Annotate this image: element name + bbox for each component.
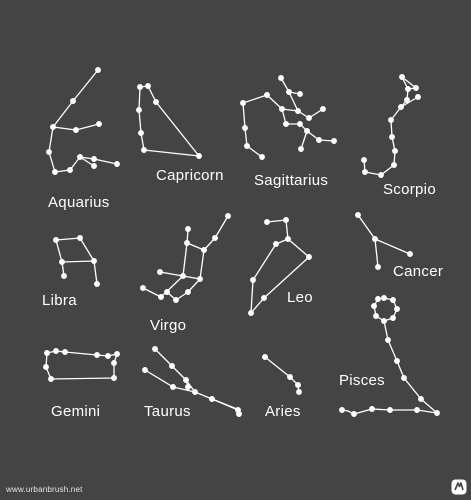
urbanbrush-logo-icon: [451, 479, 467, 495]
taurus-label: Taurus: [144, 403, 191, 420]
scorpio-constellation: [361, 74, 421, 178]
taurus-constellation: [142, 346, 242, 417]
aquarius-constellation: [46, 67, 120, 175]
capricorn-label: Capricorn: [156, 167, 224, 184]
virgo-constellation: [140, 213, 231, 303]
capricorn-constellation: [136, 83, 202, 159]
aries-label: Aries: [265, 403, 301, 420]
leo-constellation: [248, 217, 312, 316]
cancer-label: Cancer: [393, 263, 444, 280]
gemini-label: Gemini: [51, 403, 101, 420]
pisces-constellation: [339, 295, 440, 417]
gemini-constellation: [43, 348, 120, 382]
libra-constellation: [53, 235, 100, 287]
scorpio-label: Scorpio: [383, 181, 436, 198]
cancer-constellation: [355, 212, 413, 270]
aquarius-label: Aquarius: [48, 194, 110, 211]
sagittarius-label: Sagittarius: [254, 172, 329, 189]
leo-label: Leo: [287, 289, 313, 306]
aries-constellation: [262, 354, 302, 395]
footer-url: www.urbanbrush.net: [6, 485, 83, 494]
virgo-label: Virgo: [150, 317, 187, 334]
libra-label: Libra: [42, 292, 77, 309]
sagittarius-constellation: [240, 75, 337, 160]
pisces-label: Pisces: [339, 372, 385, 389]
